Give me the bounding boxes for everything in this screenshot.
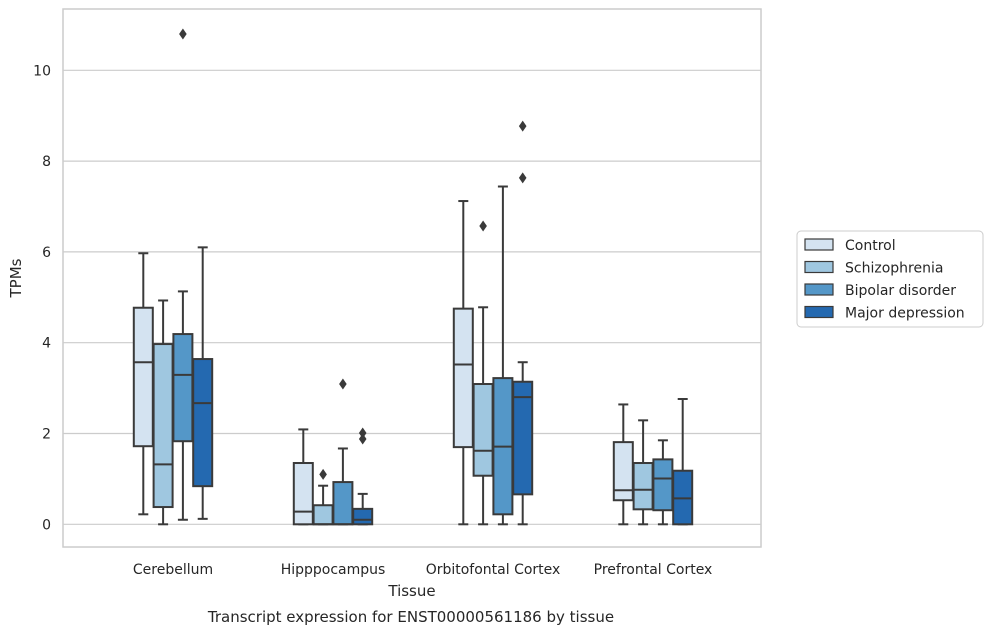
- legend-label: Major depression: [845, 306, 965, 322]
- box-iqr: [452, 307, 474, 449]
- box-iqr: [292, 462, 314, 526]
- box-iqr: [352, 507, 374, 526]
- outlier-point: [479, 220, 487, 232]
- box-0-1: [152, 299, 174, 526]
- box-iqr: [172, 333, 194, 443]
- legend-label: Control: [845, 238, 896, 254]
- box-2-3: [512, 120, 534, 526]
- box-0-2: [172, 28, 194, 521]
- legend-swatch: [804, 283, 834, 296]
- outlier-point: [358, 433, 367, 445]
- outlier-point: [358, 427, 367, 439]
- legend-swatch: [804, 305, 834, 319]
- outlier-point: [179, 28, 187, 40]
- box-2-0: [452, 200, 474, 526]
- box-iqr: [132, 306, 154, 448]
- box-3-1: [632, 419, 654, 526]
- box-1-3: [352, 427, 374, 526]
- y-tick-label: 4: [42, 336, 51, 352]
- box-0-3: [192, 246, 214, 520]
- plot-frame: [62, 8, 762, 548]
- legend-frame: [796, 230, 984, 328]
- box-3-0: [612, 403, 634, 526]
- box-iqr: [512, 380, 534, 496]
- y-axis-title: TPMs: [7, 258, 25, 298]
- box-1-1: [312, 468, 334, 526]
- x-tick-label: Hipppocampus: [281, 562, 386, 578]
- box-1-2: [332, 378, 354, 526]
- box-iqr: [152, 343, 174, 509]
- box-iqr: [332, 481, 354, 526]
- box-2-2: [492, 185, 514, 526]
- legend-swatch: [804, 238, 834, 251]
- x-tick-labels: Cerebellum Hipppocampus Orbitofontal Corte…: [133, 562, 712, 578]
- outlier-point: [518, 172, 527, 184]
- outlier-point: [319, 468, 327, 480]
- box-2-1: [472, 220, 494, 526]
- x-tick-label: Orbitofontal Cortex: [426, 562, 561, 578]
- x-tick-label: Prefrontal Cortex: [594, 562, 713, 578]
- box-iqr: [652, 458, 674, 512]
- y-tick-label: 0: [42, 517, 51, 533]
- box-1-0: [292, 428, 314, 526]
- box-3-2: [652, 439, 674, 526]
- legend-label: Schizophrenia: [845, 261, 943, 277]
- y-tick-label: 8: [42, 154, 51, 170]
- y-tick-label: 10: [33, 63, 51, 79]
- y-tick-label: 2: [42, 426, 51, 442]
- y-tick-labels: 0 2 4 6 8 10: [33, 63, 51, 533]
- box-iqr: [632, 462, 654, 511]
- x-tick-label: Cerebellum: [133, 562, 213, 578]
- y-tick-label: 6: [42, 245, 51, 261]
- legend-label: Bipolar disorder: [845, 283, 956, 299]
- chart-caption: Transcript expression for ENST0000056118…: [207, 608, 614, 626]
- outlier-point: [518, 120, 527, 132]
- x-axis-title: Tissue: [387, 582, 435, 600]
- box-iqr: [472, 383, 494, 477]
- box-3-3: [672, 397, 694, 526]
- box-iqr: [192, 358, 214, 488]
- box-iqr: [312, 504, 334, 526]
- box-groups: [132, 28, 694, 526]
- legend: Control Schizophrenia Bipolar disorder Majo…: [796, 230, 984, 328]
- legend-swatch: [804, 260, 834, 274]
- outlier-point: [339, 378, 347, 390]
- box-iqr: [612, 441, 634, 502]
- box-0-0: [132, 252, 154, 516]
